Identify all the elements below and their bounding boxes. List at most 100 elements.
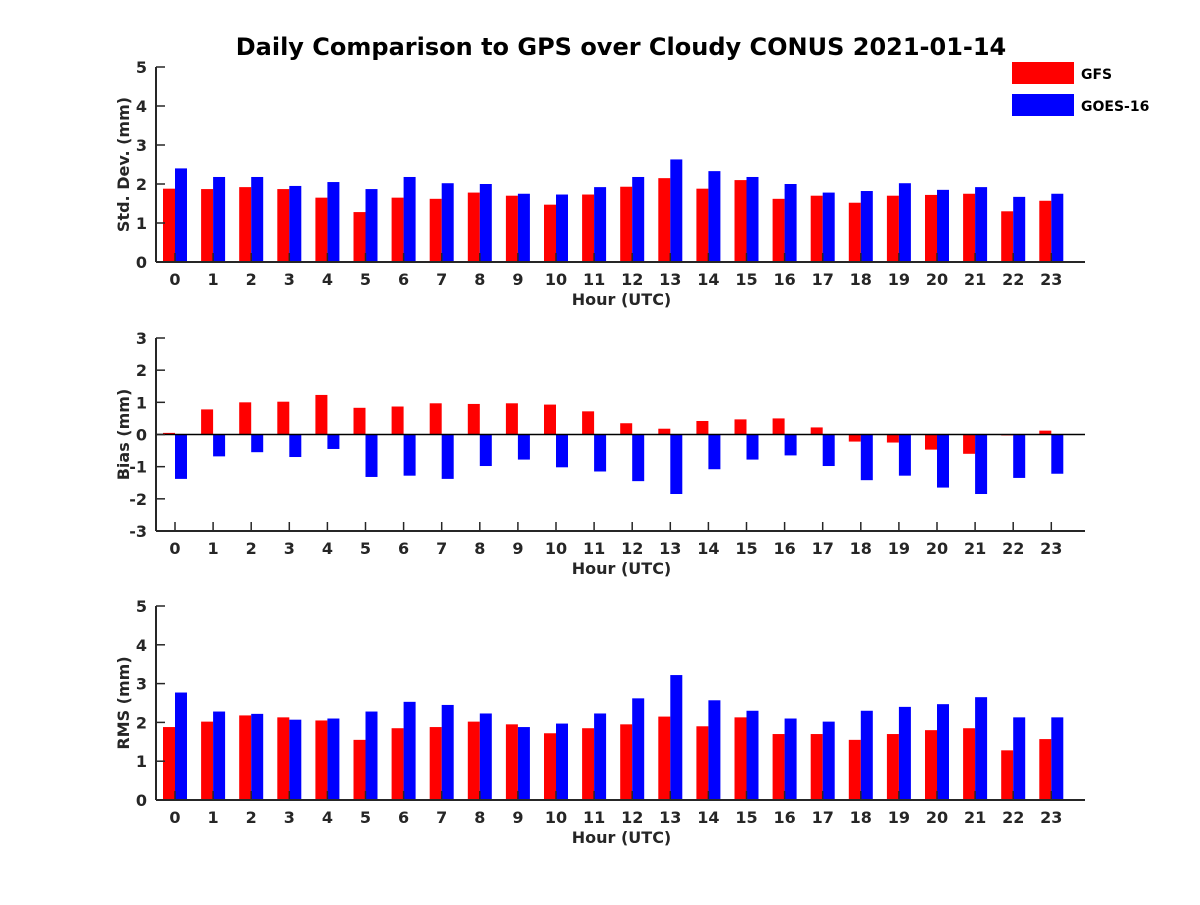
x-tick-label-bias-13: 13 bbox=[659, 539, 681, 558]
bar-stddev-goes16-10 bbox=[556, 194, 568, 262]
y-tick-label-rms-5: 5 bbox=[136, 597, 147, 616]
x-tick-label-stddev-21: 21 bbox=[964, 270, 986, 289]
x-tick-label-rms-18: 18 bbox=[850, 808, 872, 827]
bar-bias-goes16-7 bbox=[441, 434, 454, 479]
bar-stddev-goes16-23 bbox=[1051, 193, 1064, 262]
x-tick-label-bias-0: 0 bbox=[169, 539, 180, 558]
y-tick-label-rms-3: 3 bbox=[136, 675, 147, 694]
bar-rms-goes16-11 bbox=[594, 713, 607, 800]
bar-rms-goes16-9 bbox=[517, 727, 530, 800]
bar-bias-goes16-4 bbox=[327, 434, 340, 449]
bar-bias-goes16-22 bbox=[1013, 434, 1026, 478]
bar-rms-gfs-4 bbox=[315, 720, 328, 800]
x-tick-label-stddev-17: 17 bbox=[812, 270, 834, 289]
x-tick-label-rms-12: 12 bbox=[621, 808, 643, 827]
bar-stddev-goes16-16 bbox=[784, 184, 797, 262]
y-tick-label-stddev-4: 4 bbox=[136, 97, 147, 116]
bar-stddev-gfs-21 bbox=[963, 193, 976, 262]
bar-bias-gfs-4 bbox=[315, 394, 328, 435]
bar-stddev-gfs-15 bbox=[734, 180, 747, 262]
y-tick-label-rms-0: 0 bbox=[136, 791, 147, 810]
bar-stddev-gfs-1 bbox=[201, 189, 214, 262]
x-tick-label-rms-4: 4 bbox=[322, 808, 333, 827]
bar-stddev-goes16-5 bbox=[365, 189, 378, 262]
x-tick-label-stddev-5: 5 bbox=[360, 270, 371, 289]
x-tick-label-bias-16: 16 bbox=[773, 539, 795, 558]
x-tick-label-rms-23: 23 bbox=[1040, 808, 1062, 827]
bar-rms-gfs-8 bbox=[467, 721, 480, 800]
x-tick-label-bias-11: 11 bbox=[583, 539, 605, 558]
bar-rms-goes16-1 bbox=[213, 711, 226, 800]
x-tick-label-bias-2: 2 bbox=[246, 539, 257, 558]
bar-rms-gfs-6 bbox=[391, 728, 404, 800]
bar-rms-gfs-23 bbox=[1039, 739, 1052, 800]
y-tick-label-bias-0: 0 bbox=[136, 426, 147, 445]
y-tick-label-rms-4: 4 bbox=[136, 636, 147, 655]
bar-bias-goes16-9 bbox=[517, 434, 530, 460]
x-tick-label-stddev-9: 9 bbox=[512, 270, 523, 289]
bar-rms-gfs-20 bbox=[925, 730, 937, 800]
y-tick-label-bias-1: 1 bbox=[136, 393, 147, 412]
bar-bias-gfs-9 bbox=[505, 403, 518, 435]
y-tick-label-stddev-1: 1 bbox=[136, 214, 147, 233]
x-tick-label-stddev-11: 11 bbox=[583, 270, 605, 289]
bar-rms-gfs-10 bbox=[544, 733, 556, 800]
bar-stddev-gfs-2 bbox=[239, 187, 252, 262]
bar-rms-goes16-19 bbox=[898, 706, 911, 800]
x-tick-label-bias-7: 7 bbox=[436, 539, 447, 558]
bar-rms-goes16-12 bbox=[632, 698, 645, 800]
bar-stddev-gfs-18 bbox=[848, 202, 861, 262]
bar-bias-goes16-3 bbox=[289, 434, 302, 458]
bar-bias-gfs-19 bbox=[886, 434, 899, 443]
y-tick-label-stddev-3: 3 bbox=[136, 136, 147, 155]
bar-stddev-gfs-6 bbox=[391, 197, 404, 262]
chart-title: Daily Comparison to GPS over Cloudy CONU… bbox=[236, 33, 1007, 61]
y-tick-label-rms-1: 1 bbox=[136, 752, 147, 771]
bar-bias-gfs-14 bbox=[696, 420, 709, 435]
x-tick-label-bias-10: 10 bbox=[545, 539, 567, 558]
bar-stddev-goes16-11 bbox=[594, 187, 607, 262]
bar-stddev-gfs-13 bbox=[658, 178, 671, 262]
bar-rms-gfs-15 bbox=[734, 717, 747, 800]
bar-rms-goes16-16 bbox=[784, 718, 797, 800]
bar-rms-gfs-17 bbox=[810, 734, 823, 800]
x-tick-label-rms-14: 14 bbox=[697, 808, 719, 827]
bar-rms-gfs-9 bbox=[505, 724, 518, 800]
bar-bias-goes16-15 bbox=[746, 434, 759, 460]
x-tick-label-stddev-22: 22 bbox=[1002, 270, 1024, 289]
bar-bias-gfs-20 bbox=[925, 434, 937, 450]
bar-rms-gfs-7 bbox=[429, 727, 442, 800]
x-tick-label-rms-0: 0 bbox=[169, 808, 180, 827]
x-tick-label-bias-15: 15 bbox=[735, 539, 757, 558]
x-tick-label-stddev-12: 12 bbox=[621, 270, 643, 289]
bar-bias-goes16-0 bbox=[175, 434, 187, 479]
bar-rms-goes16-7 bbox=[441, 704, 454, 800]
y-tick-label-bias--1: -1 bbox=[129, 458, 147, 477]
x-tick-label-rms-5: 5 bbox=[360, 808, 371, 827]
x-tick-label-rms-16: 16 bbox=[773, 808, 795, 827]
bar-stddev-gfs-19 bbox=[886, 195, 899, 262]
x-axis-label-bias: Hour (UTC) bbox=[572, 559, 672, 578]
bar-bias-gfs-0 bbox=[163, 432, 175, 435]
bar-bias-goes16-16 bbox=[784, 434, 797, 456]
bar-rms-goes16-4 bbox=[327, 718, 340, 800]
bar-bias-goes16-19 bbox=[898, 434, 911, 476]
x-tick-label-bias-18: 18 bbox=[850, 539, 872, 558]
bar-bias-gfs-18 bbox=[848, 434, 861, 442]
x-tick-label-stddev-8: 8 bbox=[474, 270, 485, 289]
x-tick-label-rms-1: 1 bbox=[208, 808, 219, 827]
bar-bias-gfs-16 bbox=[772, 418, 785, 435]
bar-stddev-goes16-6 bbox=[403, 176, 416, 262]
bar-stddev-goes16-19 bbox=[898, 183, 911, 262]
x-tick-label-stddev-4: 4 bbox=[322, 270, 333, 289]
bar-bias-goes16-12 bbox=[632, 434, 645, 482]
bar-stddev-gfs-11 bbox=[582, 194, 595, 262]
x-tick-label-bias-19: 19 bbox=[888, 539, 910, 558]
bar-rms-goes16-6 bbox=[403, 701, 416, 800]
bar-bias-gfs-1 bbox=[201, 409, 214, 435]
bar-rms-gfs-21 bbox=[963, 728, 976, 800]
bar-stddev-goes16-14 bbox=[708, 171, 721, 262]
bar-stddev-gfs-12 bbox=[620, 186, 633, 262]
